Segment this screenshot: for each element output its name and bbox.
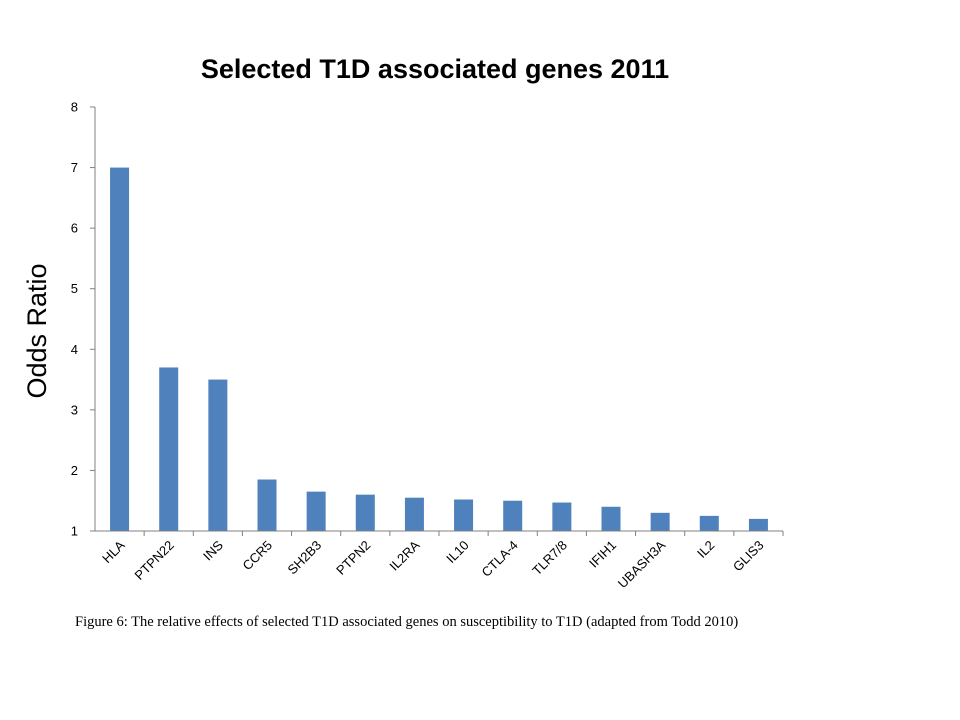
bar-ifih1 bbox=[601, 506, 621, 531]
bar-ubash3a bbox=[650, 512, 670, 531]
y-tick-label: 5 bbox=[71, 281, 78, 296]
bar-ins bbox=[208, 379, 228, 531]
y-tick-label: 6 bbox=[71, 221, 78, 236]
x-tick-label: GLIS3 bbox=[730, 538, 767, 575]
x-tick-label: PTPN2 bbox=[333, 538, 373, 578]
x-tick-label: IL2RA bbox=[386, 537, 422, 573]
x-tick-label: INS bbox=[200, 537, 226, 563]
y-tick-label: 1 bbox=[71, 524, 78, 539]
y-tick-label: 4 bbox=[71, 342, 78, 357]
x-tick-label: IFIH1 bbox=[586, 538, 619, 571]
bar-ptpn2 bbox=[355, 494, 375, 531]
figure-caption: Figure 6: The relative effects of select… bbox=[75, 614, 738, 630]
x-tick-label: TLR7/8 bbox=[529, 538, 570, 579]
bar-il2ra bbox=[404, 497, 424, 531]
x-tick-label: UBASH3A bbox=[615, 537, 669, 591]
x-tick-label: IL2 bbox=[694, 538, 717, 561]
y-tick-label: 2 bbox=[71, 463, 78, 478]
x-tick-label: CTLA-4 bbox=[479, 538, 521, 580]
y-tick-label: 8 bbox=[71, 100, 78, 115]
y-tick-label: 7 bbox=[71, 160, 78, 175]
x-tick-label: SH2B3 bbox=[285, 538, 325, 578]
bar-ccr5 bbox=[257, 479, 277, 531]
x-tick-label: HLA bbox=[99, 537, 128, 566]
bar-hla bbox=[110, 167, 130, 532]
y-axis-ticks: 1 2 3 4 5 6 7 8 bbox=[71, 100, 95, 539]
bars bbox=[110, 167, 768, 532]
bar-ctla-4 bbox=[503, 500, 523, 531]
y-tick-label: 3 bbox=[71, 402, 78, 417]
x-tick-label: CCR5 bbox=[239, 538, 275, 574]
bar-il10 bbox=[454, 499, 474, 531]
bar-ptpn22 bbox=[159, 367, 179, 531]
chart-title: Selected T1D associated genes 2011 bbox=[201, 54, 669, 84]
x-tick-label: PTPN22 bbox=[131, 538, 176, 583]
y-axis-label: Odds Ratio bbox=[22, 263, 52, 398]
bar-il2 bbox=[699, 515, 719, 531]
bar-tlr7-8 bbox=[552, 502, 572, 531]
x-tick-label: IL10 bbox=[443, 538, 472, 567]
bar-sh2b3 bbox=[306, 491, 326, 531]
x-axis-labels: HLA PTPN22 INS CCR5 SH2B3 PTPN2 IL2RA IL10 CTLA-… bbox=[99, 531, 784, 591]
bar-glis3 bbox=[748, 518, 768, 531]
